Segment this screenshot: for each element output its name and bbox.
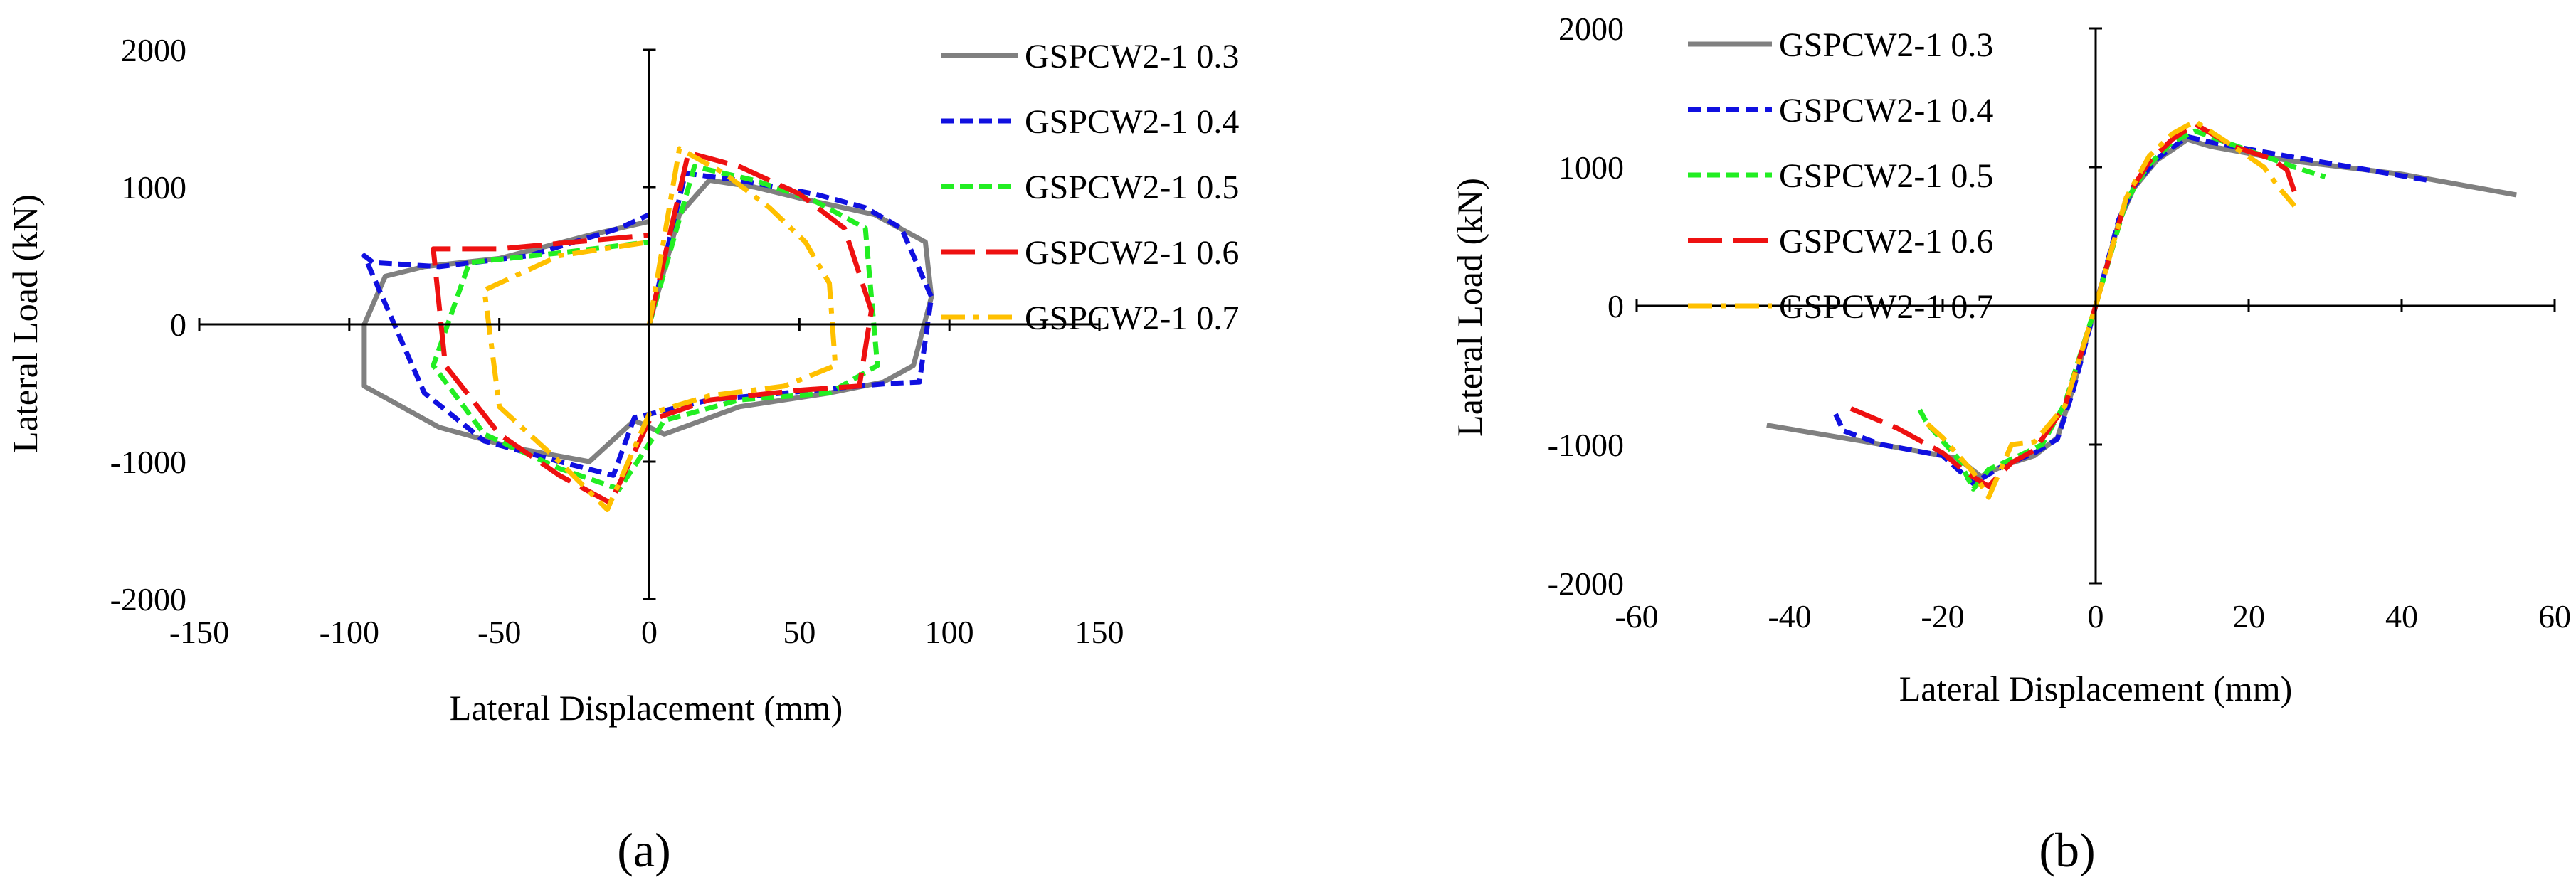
x-tick-label: -150 [169, 614, 229, 650]
panel-a-plot-area [361, 146, 934, 512]
y-tick-label: -1000 [110, 444, 186, 480]
x-tick-label: -40 [1768, 598, 1811, 635]
legend-label: GSPCW2-1 0.7 [1025, 299, 1239, 337]
series-line-gspcw2-1-0_6 [431, 150, 874, 506]
y-tick-label: 1000 [121, 169, 186, 206]
x-tick-label: 20 [2232, 598, 2265, 635]
panel-a-y-axis-title: Lateral Load (kN) [5, 194, 45, 453]
legend-label: GSPCW2-1 0.4 [1779, 92, 1993, 129]
y-tick-label: -2000 [1548, 566, 1624, 602]
legend-label: GSPCW2-1 0.4 [1025, 103, 1239, 141]
series-line-gspcw2-1-0_5 [431, 164, 880, 492]
legend-label: GSPCW2-1 0.7 [1779, 288, 1993, 326]
series-line-gspcw2-1-0_4 [361, 171, 934, 478]
x-tick-label: 100 [925, 614, 974, 650]
series-line-gspcw2-1-0_7 [1926, 119, 2297, 500]
series-line-gspcw2-1-0_4 [1833, 134, 2433, 487]
y-tick-label: -1000 [1548, 427, 1624, 463]
panel-b-label: (b) [2039, 823, 2095, 877]
legend-label: GSPCW2-1 0.3 [1779, 26, 1993, 64]
y-tick-label: 2000 [1558, 11, 1624, 47]
panel-a-axes: -150 -100 -50 0 50 100 150 -2000 -1000 0 1000 2000 [110, 32, 1124, 650]
legend-label: GSPCW2-1 0.5 [1025, 169, 1239, 206]
series-line-gspcw2-1-0_7 [482, 146, 838, 512]
legend-label: GSPCW2-1 0.3 [1025, 38, 1239, 75]
series-line-gspcw2-1-0_3 [361, 177, 934, 464]
y-tick-label: 1000 [1558, 149, 1624, 186]
x-tick-label: -60 [1615, 598, 1658, 635]
y-tick-label: 2000 [121, 32, 186, 68]
x-tick-label: 40 [2385, 598, 2418, 635]
panel-b-chart: -60 -40 -20 0 20 40 60 -2000 -1000 0 1000 2000 GSPC… [1450, 11, 2571, 877]
y-tick-label: 0 [170, 307, 186, 343]
panel-a-legend: GSPCW2-1 0.3 GSPCW2-1 0.4 GSPCW2-1 0.5 GSPC… [941, 38, 1239, 337]
x-tick-label: -20 [1921, 598, 1964, 635]
x-tick-label: 60 [2538, 598, 2571, 635]
x-tick-label: 150 [1075, 614, 1124, 650]
panel-b-axes: -60 -40 -20 0 20 40 60 -2000 -1000 0 1000 2000 [1548, 11, 2571, 635]
legend-label: GSPCW2-1 0.6 [1025, 234, 1239, 272]
panel-a-chart: -150 -100 -50 0 50 100 150-2000-1000010002000 … [5, 32, 1239, 877]
x-tick-label: -100 [320, 614, 379, 650]
panel-a-x-axis-title: Lateral Displacement (mm) [450, 688, 843, 728]
y-tick-label: 0 [1608, 288, 1624, 324]
x-tick-label: 50 [783, 614, 815, 650]
x-tick-label: -50 [477, 614, 521, 650]
panel-b-y-axis-title: Lateral Load (kN) [1450, 178, 1489, 437]
y-tick-label: -2000 [110, 581, 186, 617]
x-tick-label: 0 [2088, 598, 2104, 635]
panel-b-x-axis-title: Lateral Displacement (mm) [1899, 669, 2293, 708]
x-tick-label: 0 [641, 614, 658, 650]
legend-label: GSPCW2-1 0.6 [1779, 223, 1993, 260]
legend-label: GSPCW2-1 0.5 [1779, 157, 1993, 195]
panel-b-legend: GSPCW2-1 0.3 GSPCW2-1 0.4 GSPCW2-1 0.5 GSPC… [1688, 26, 1993, 326]
panel-a-label: (a) [617, 823, 670, 877]
